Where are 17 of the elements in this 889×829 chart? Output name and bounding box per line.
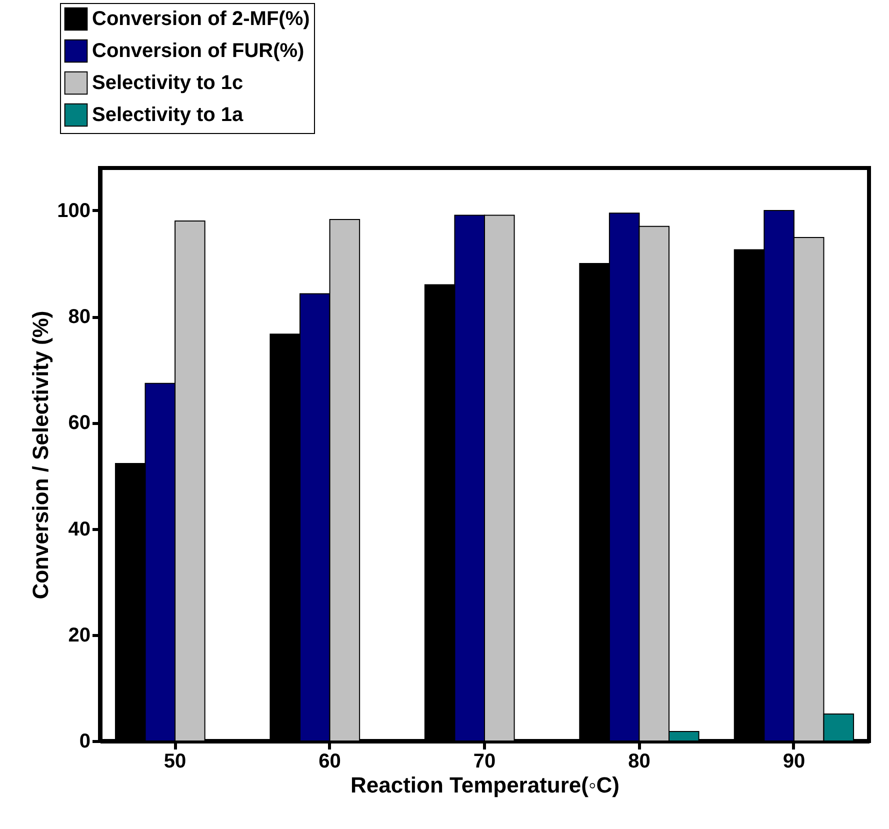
y-tick-label: 80 — [68, 306, 90, 328]
x-axis-title: Reaction Temperature(◦C) — [350, 772, 620, 798]
y-tick-label: 100 — [57, 200, 90, 222]
legend-label: Conversion of 2-MF(%) — [92, 8, 310, 30]
x-tick-label: 70 — [473, 750, 496, 772]
x-tick-label: 50 — [164, 750, 186, 772]
x-tick-label: 90 — [782, 750, 806, 772]
y-tick-label: 60 — [68, 412, 90, 434]
y-tick-label: 0 — [79, 730, 90, 752]
y-tick-label: 20 — [68, 624, 90, 646]
legend-label: Selectivity to 1c — [92, 72, 244, 94]
x-tick-label: 80 — [628, 750, 650, 772]
legend-label: Conversion of FUR(%) — [92, 40, 304, 62]
legend-label: Selectivity to 1a — [92, 104, 244, 126]
y-tick-label: 40 — [68, 518, 90, 540]
x-tick-label: 60 — [318, 750, 341, 772]
y-axis-title: Conversion / Selectivity (%) — [28, 310, 54, 600]
